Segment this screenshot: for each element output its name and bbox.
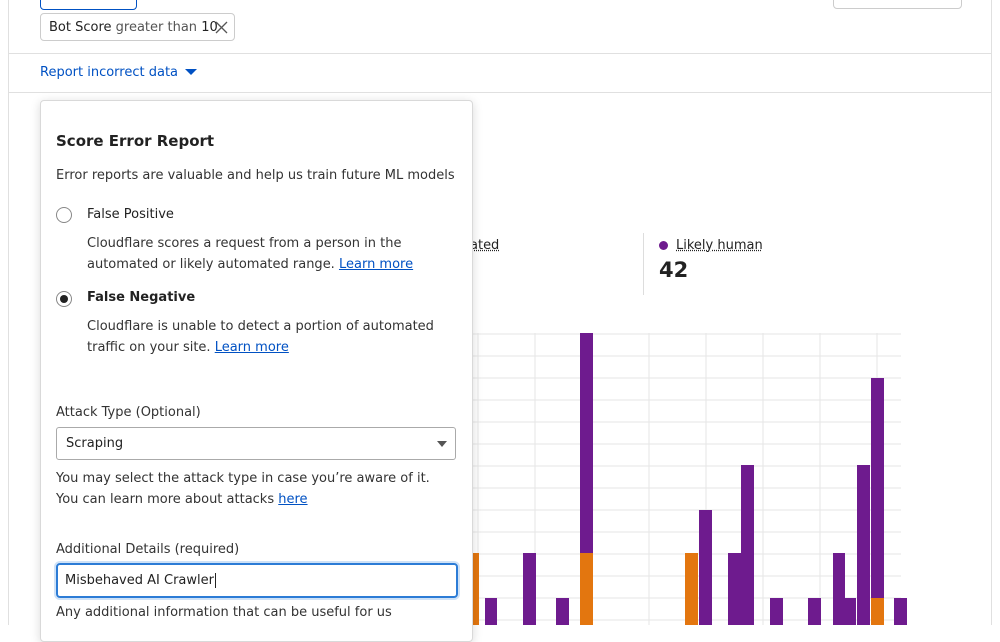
bars bbox=[466, 553, 884, 625]
field-help: Any additional information that can be u… bbox=[56, 605, 392, 620]
option-description: Cloudflare scores a request from a perso… bbox=[87, 233, 462, 275]
chart-background bbox=[466, 333, 907, 625]
option-description: Cloudflare is unable to detect a portion… bbox=[87, 316, 462, 358]
learn-more-link[interactable]: Learn more bbox=[214, 340, 289, 355]
report-link-text[interactable]: Report incorrect data bbox=[40, 65, 179, 80]
dialog-title: Score Error Report bbox=[56, 132, 215, 150]
text-input[interactable]: Misbehaved AI Crawler bbox=[56, 563, 458, 598]
divider bbox=[8, 92, 992, 93]
page: Bot Score greater than 10 Report incorre… bbox=[8, 0, 992, 642]
chip-close[interactable] bbox=[215, 21, 228, 34]
here-link[interactable]: here bbox=[278, 492, 308, 507]
legend-label: Likely human bbox=[676, 238, 763, 253]
top-button[interactable] bbox=[40, 0, 137, 10]
select-caret bbox=[437, 441, 447, 447]
chip-field: Bot Score bbox=[49, 20, 112, 35]
input-value: Misbehaved AI Crawler bbox=[65, 573, 214, 588]
chip-operator: greater than bbox=[115, 20, 198, 35]
report-link[interactable]: Report incorrect data bbox=[40, 65, 198, 80]
legend-dot bbox=[659, 241, 668, 250]
option-label[interactable]: False Positive bbox=[87, 207, 174, 222]
legend-value: 42 bbox=[659, 258, 689, 282]
learn-more-link[interactable]: Learn more bbox=[338, 257, 414, 272]
description-text: Cloudflare scores a request from a perso… bbox=[87, 236, 402, 272]
description-text: Cloudflare is unable to detect a portion… bbox=[87, 319, 434, 355]
help-text: You may select the attack type in case y… bbox=[56, 471, 430, 507]
top-button[interactable] bbox=[833, 0, 962, 9]
radio[interactable] bbox=[56, 291, 72, 307]
radio[interactable] bbox=[56, 207, 72, 223]
select-value: Scraping bbox=[66, 436, 124, 451]
chip-value: 10 bbox=[201, 20, 218, 35]
bars bbox=[485, 333, 907, 625]
separator bbox=[643, 233, 644, 295]
dialog-subtitle: Error reports are valuable and help us t… bbox=[56, 168, 455, 183]
select[interactable]: Scraping bbox=[56, 427, 456, 460]
caret bbox=[185, 69, 198, 75]
field-label: Additional Details (required) bbox=[56, 542, 240, 557]
filter-chip[interactable]: Bot Score greater than 10 bbox=[40, 13, 235, 41]
field-label: Attack Type (Optional) bbox=[56, 405, 201, 420]
legend-label: ated bbox=[470, 238, 500, 253]
frame-left bbox=[8, 0, 9, 625]
frame-right bbox=[991, 0, 992, 625]
dialog: Score Error Report Error reports are val… bbox=[40, 100, 473, 642]
divider bbox=[8, 53, 992, 54]
field-help: You may select the attack type in case y… bbox=[56, 468, 456, 510]
option-label[interactable]: False Negative bbox=[87, 290, 196, 305]
